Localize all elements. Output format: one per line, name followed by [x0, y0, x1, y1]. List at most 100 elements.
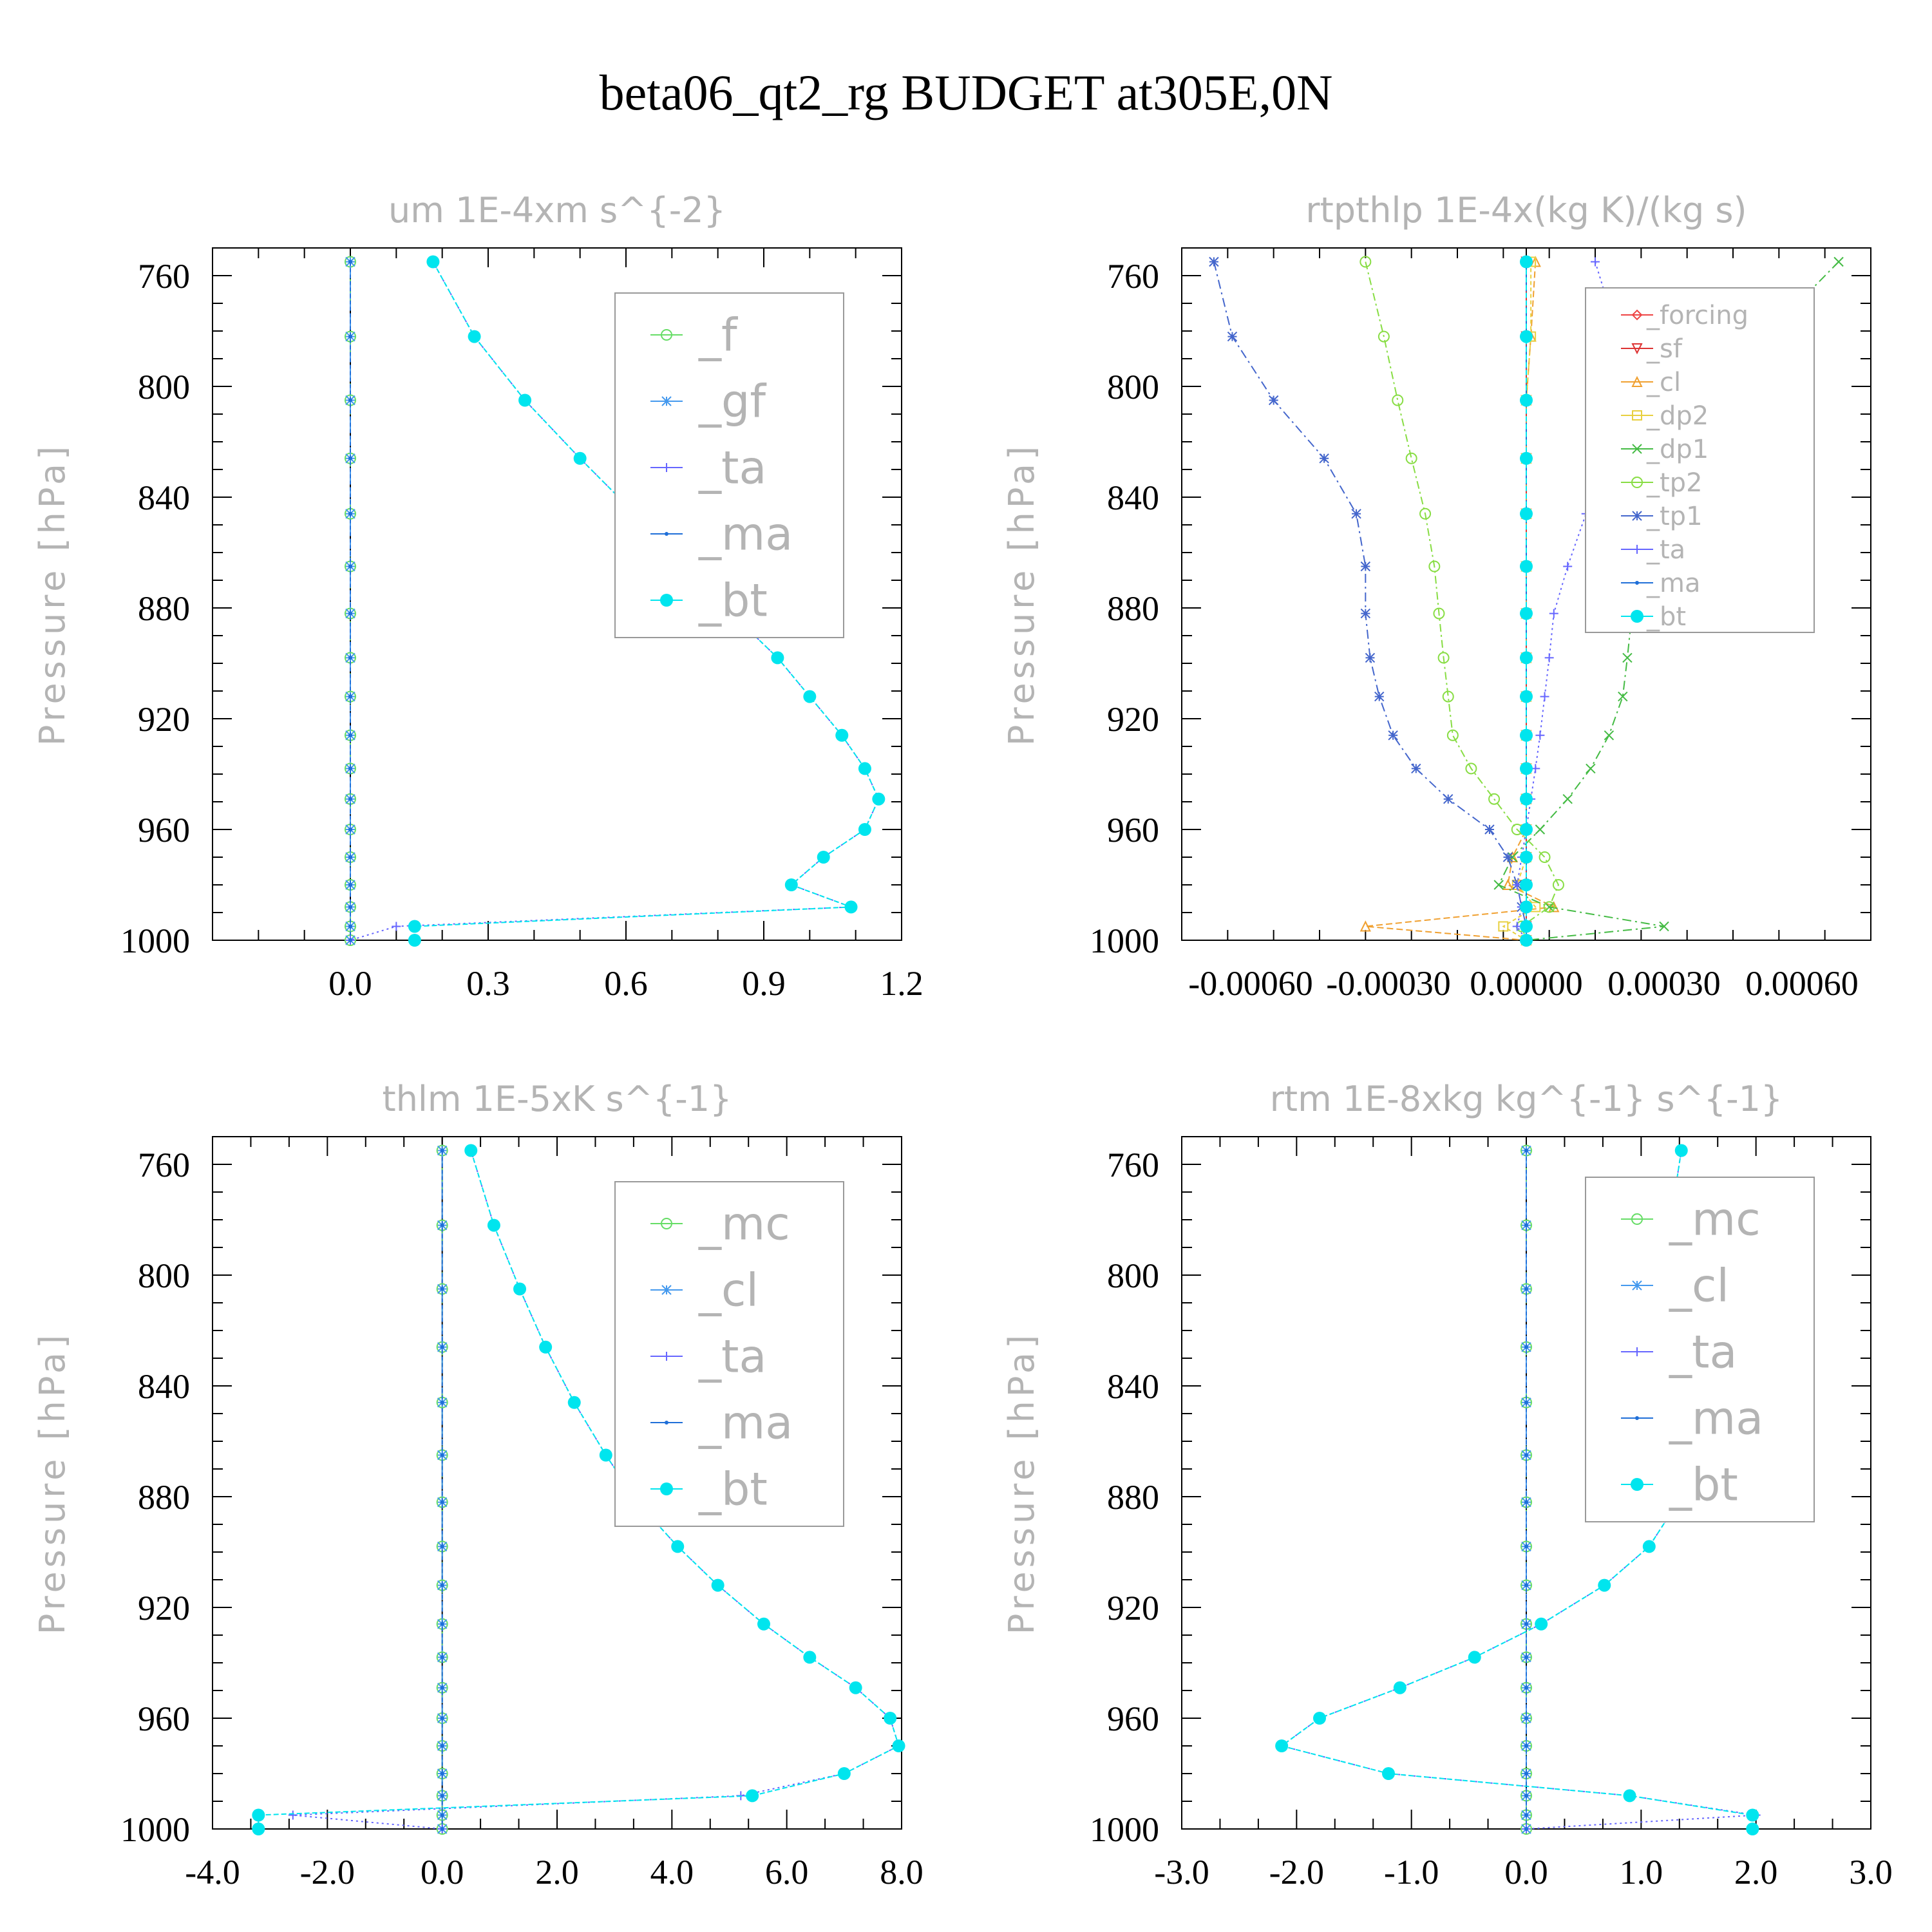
x-tick-label: 3.0	[1849, 1853, 1893, 1891]
data-point	[1524, 1772, 1528, 1776]
data-point	[252, 1808, 265, 1822]
data-point	[1520, 934, 1533, 947]
data-point	[1746, 1823, 1759, 1835]
series-tp2	[1359, 256, 1564, 946]
legend-label: _sf	[1646, 334, 1683, 364]
data-point	[1535, 730, 1545, 740]
x-tick-label: 0.0	[421, 1853, 464, 1891]
y-tick-label: 960	[1107, 811, 1159, 849]
legend: _forcing _sf _cl _dp2 _dp1 _tp2 _tp1 _ta _ma _bt	[1585, 287, 1815, 633]
data-point	[1833, 256, 1844, 267]
legend-marker	[665, 1421, 668, 1425]
data-point	[1524, 1827, 1528, 1831]
y-tick-label: 800	[1107, 1256, 1159, 1295]
data-point	[1622, 652, 1633, 663]
data-point	[1520, 823, 1533, 836]
legend-entry: _bt	[650, 574, 768, 627]
data-point	[1268, 395, 1279, 406]
data-point	[1393, 1681, 1406, 1694]
data-point	[1524, 1500, 1528, 1504]
data-point	[671, 1540, 685, 1553]
y-tick-label: 880	[1107, 589, 1159, 628]
legend-marker	[665, 532, 668, 536]
legend-entry: _cl	[1621, 368, 1681, 397]
data-point	[440, 1345, 444, 1349]
x-tick-label: -4.0	[185, 1853, 240, 1891]
x-tick-label: 2.0	[1734, 1853, 1778, 1891]
data-point	[348, 733, 352, 737]
data-point	[1746, 1808, 1759, 1822]
data-point	[1524, 1544, 1528, 1549]
data-point	[1493, 880, 1504, 890]
data-point	[1359, 920, 1371, 932]
legend-marker	[662, 1352, 671, 1361]
legend-entry: _bt	[1621, 1459, 1738, 1511]
y-axis-label: Pressure [hPa]	[1001, 1331, 1042, 1634]
data-point	[1442, 690, 1454, 703]
series-line	[1213, 261, 1527, 940]
legend-marker	[1631, 610, 1643, 623]
data-point	[872, 792, 886, 806]
data-point	[348, 938, 352, 942]
legend-entry: _cl	[1621, 1260, 1729, 1312]
data-point	[1382, 1767, 1395, 1780]
data-point	[518, 393, 532, 407]
chart-panels: um 1E-4xm s^{-2} Pressure [hPa] 760 800 840 8…	[32, 190, 1893, 1891]
data-point	[1591, 257, 1600, 267]
data-point	[858, 823, 871, 836]
y-tick-label: 880	[138, 589, 190, 628]
data-point	[1524, 1685, 1528, 1690]
legend-entry: _mc	[1621, 1193, 1761, 1246]
data-point	[1468, 1651, 1481, 1664]
data-point	[1623, 1789, 1636, 1803]
x-tick-label: 6.0	[765, 1853, 809, 1891]
panel-title: rtpthlp 1E-4x(kg K)/(kg s)	[1305, 190, 1747, 231]
data-point	[746, 1789, 759, 1803]
data-point	[468, 330, 481, 343]
legend-entry: _ta	[1621, 535, 1685, 565]
data-point	[1524, 1622, 1528, 1626]
legend-label: _dp2	[1646, 401, 1709, 431]
panel-3: thlm 1E-5xK s^{-1} Pressure [hPa] 760 800 84…	[32, 1079, 923, 1891]
data-point	[348, 855, 352, 859]
legend-entry: _ma	[650, 508, 793, 561]
data-point	[567, 1396, 581, 1409]
data-point	[771, 651, 784, 665]
series-line	[258, 1150, 900, 1829]
data-point	[1360, 608, 1371, 619]
legend-label: _mc	[1669, 1193, 1761, 1246]
y-axis-label: Pressure [hPa]	[32, 1331, 73, 1634]
legend-box	[1585, 1177, 1815, 1522]
legend-entry: _cl	[650, 1264, 759, 1317]
data-point	[1428, 560, 1441, 573]
y-axis-label: Pressure [hPa]	[1001, 442, 1042, 746]
y-tick-label: 960	[1107, 1700, 1159, 1738]
data-point	[1520, 900, 1533, 914]
data-point	[1642, 1540, 1656, 1553]
x-tick-label: -1.0	[1384, 1853, 1439, 1891]
data-point	[539, 1340, 553, 1354]
data-point	[1419, 507, 1432, 520]
data-point	[1488, 793, 1501, 805]
legend-entry: _gf	[650, 375, 766, 428]
legend-marker	[661, 1285, 672, 1295]
data-point	[348, 905, 352, 909]
legend-label: _cl	[1646, 368, 1681, 397]
legend-marker	[661, 329, 672, 341]
data-point	[440, 1744, 444, 1748]
legend-box	[614, 292, 844, 638]
data-point	[1543, 901, 1555, 913]
data-point	[464, 1144, 478, 1157]
legend-entry: _tp1	[1621, 502, 1703, 531]
data-point	[1374, 691, 1385, 702]
data-point	[440, 1287, 444, 1291]
y-tick-label: 920	[138, 700, 190, 739]
x-tick-label: 2.0	[535, 1853, 579, 1891]
data-point	[513, 1282, 527, 1296]
data-point	[1405, 452, 1417, 464]
panel-title: thlm 1E-5xK s^{-1}	[383, 1079, 732, 1119]
legend-label: _gf	[698, 375, 766, 428]
data-point	[348, 828, 352, 831]
legend-box	[1585, 287, 1815, 633]
x-tick-label: 0.00030	[1607, 964, 1721, 1003]
